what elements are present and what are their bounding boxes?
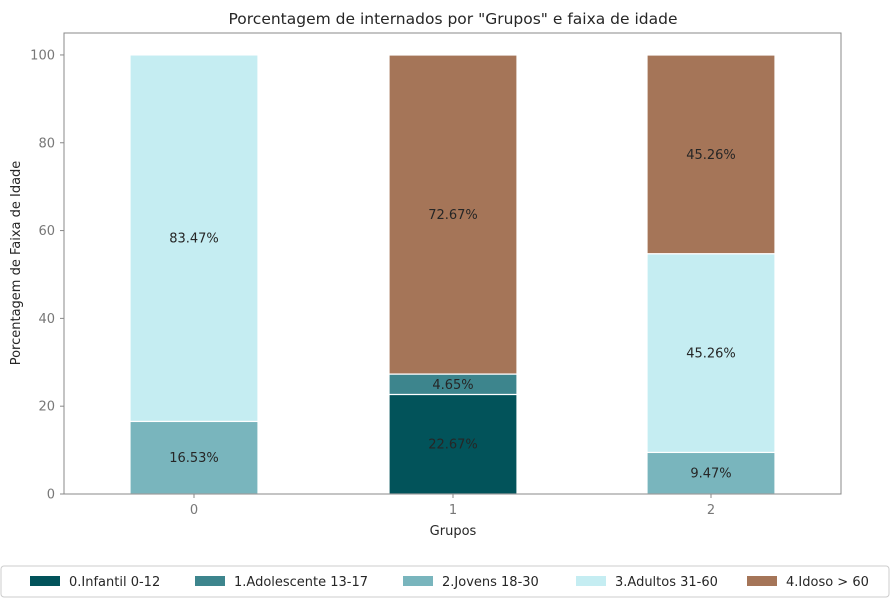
y-axis-title: Porcentagem de Faixa de Idade <box>9 161 24 366</box>
legend-swatch <box>403 576 433 586</box>
legend-swatch <box>747 576 777 586</box>
legend-swatch <box>576 576 606 586</box>
legend: 0.Infantil 0-12 1.Adolescente 13-17 2.Jove… <box>30 575 869 590</box>
x-tick-label: 0 <box>190 503 198 518</box>
x-tick-label: 1 <box>449 503 457 518</box>
y-tick-label: 80 <box>38 136 55 151</box>
data-label: 72.67% <box>428 208 478 223</box>
bar-segment <box>129 54 259 423</box>
data-label: 9.47% <box>690 467 731 482</box>
legend-box <box>0 565 890 598</box>
x-tick-label: 2 <box>707 503 715 518</box>
y-tick-label: 40 <box>38 312 55 327</box>
x-axis: 0 1 2 <box>190 494 715 518</box>
bars-layer: 22.67% 4.65% 16.53% 9.47% 83.47% 45.26% 72.67%… <box>129 54 776 495</box>
bar-segment <box>388 54 518 375</box>
y-axis: 0 20 40 60 80 100 <box>30 48 64 503</box>
data-label: 16.53% <box>169 451 219 466</box>
legend-swatch <box>30 576 60 586</box>
y-tick-label: 100 <box>30 48 55 63</box>
legend-label: 0.Infantil 0-12 <box>69 575 160 590</box>
bar-segment <box>646 253 776 454</box>
legend-label: 2.Jovens 18-30 <box>442 575 539 590</box>
x-axis-title: Grupos <box>430 524 477 539</box>
chart-title: Porcentagem de internados por "Grupos" e… <box>228 10 677 28</box>
legend-label: 4.Idoso > 60 <box>786 575 869 590</box>
legend-label: 1.Adolescente 13-17 <box>234 575 368 590</box>
bar-segment <box>388 393 518 495</box>
data-label: 45.26% <box>686 148 736 163</box>
data-label: 45.26% <box>686 347 736 362</box>
legend-label: 3.Adultos 31-60 <box>615 575 718 590</box>
data-label: 83.47% <box>169 232 219 247</box>
legend-swatch <box>195 576 225 586</box>
bar-segment <box>646 54 776 255</box>
y-tick-label: 60 <box>38 224 55 239</box>
data-label: 22.67% <box>428 438 478 453</box>
bar-segment <box>646 451 776 495</box>
y-tick-label: 20 <box>38 400 55 415</box>
y-tick-label: 0 <box>47 488 55 503</box>
data-label: 4.65% <box>432 378 473 393</box>
